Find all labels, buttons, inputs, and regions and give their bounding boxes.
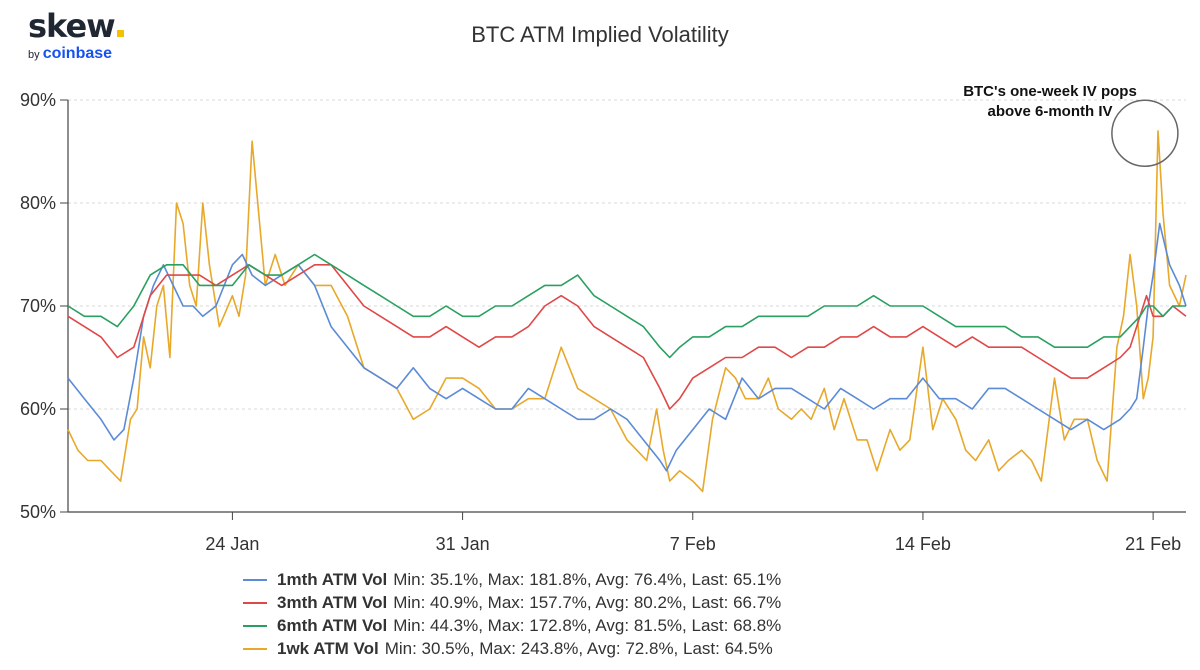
annotation-line-2: above 6-month IV xyxy=(987,103,1113,120)
legend-swatch xyxy=(243,624,267,627)
logo-dot xyxy=(116,30,124,37)
annotation-circle xyxy=(1111,99,1179,167)
legend-series-stats: Min: 44.3%, Max: 172.8%, Avg: 81.5%, Las… xyxy=(393,616,782,635)
y-tick-label: 70% xyxy=(20,296,56,316)
legend-series-name: 6mth ATM Vol xyxy=(277,616,388,635)
legend-series-name: 1wk ATM Vol xyxy=(277,639,379,658)
series-line-1wk xyxy=(67,130,1187,493)
logo-brand: coinbase xyxy=(42,45,113,62)
x-tick-label: 14 Feb xyxy=(895,534,951,554)
legend-item[interactable]: 1mth ATM Vol Min: 35.1%, Max: 181.8%, Avg… xyxy=(243,568,781,591)
y-tick-label: 50% xyxy=(20,502,56,522)
legend-swatch xyxy=(243,578,267,581)
annotation-text: BTC's one-week IV pops above 6-month IV xyxy=(920,82,1180,122)
y-axis-ticks: 50% 60% 70% 80% 90% xyxy=(20,90,56,522)
x-axis-ticks: 24 Jan 31 Jan 7 Feb 14 Feb 21 Feb xyxy=(205,534,1181,554)
y-tick-label: 90% xyxy=(20,90,56,110)
legend-item[interactable]: 6mth ATM Vol Min: 44.3%, Max: 172.8%, Avg… xyxy=(243,614,781,637)
legend-series-stats: Min: 40.9%, Max: 157.7%, Avg: 80.2%, Las… xyxy=(393,593,782,612)
legend-swatch xyxy=(243,647,267,650)
logo-by: by xyxy=(28,49,40,61)
skew-logo: skew by coinbase xyxy=(28,10,124,63)
legend-item[interactable]: 3mth ATM Vol Min: 40.9%, Max: 157.7%, Avg… xyxy=(243,591,781,614)
chart-title: BTC ATM Implied Volatility xyxy=(471,22,729,47)
x-tick-label: 24 Jan xyxy=(205,534,259,554)
annotation-group xyxy=(1111,99,1179,167)
x-tick-label: 21 Feb xyxy=(1125,534,1181,554)
logo-wordmark: skew xyxy=(28,7,116,45)
grid-lines xyxy=(60,99,1186,520)
series-line-1mth xyxy=(67,222,1187,472)
x-tick-label: 31 Jan xyxy=(436,534,490,554)
annotation-line-1: BTC's one-week IV pops xyxy=(963,83,1137,100)
legend-item[interactable]: 1wk ATM Vol Min: 30.5%, Max: 243.8%, Avg:… xyxy=(243,637,781,660)
y-tick-label: 60% xyxy=(20,399,56,419)
plot-area xyxy=(67,130,1187,493)
series-line-3mth xyxy=(67,263,1187,410)
series-line-6mth xyxy=(67,253,1186,359)
y-tick-label: 80% xyxy=(20,193,56,213)
legend-series-name: 1mth ATM Vol xyxy=(277,570,388,589)
x-tick-label: 7 Feb xyxy=(670,534,716,554)
legend-swatch xyxy=(243,601,267,604)
legend-series-stats: Min: 30.5%, Max: 243.8%, Avg: 72.8%, Las… xyxy=(384,639,773,658)
legend-series-stats: Min: 35.1%, Max: 181.8%, Avg: 76.4%, Las… xyxy=(393,570,782,589)
legend-series-name: 3mth ATM Vol xyxy=(277,593,388,612)
legend: 1mth ATM Vol Min: 35.1%, Max: 181.8%, Avg… xyxy=(243,568,781,660)
